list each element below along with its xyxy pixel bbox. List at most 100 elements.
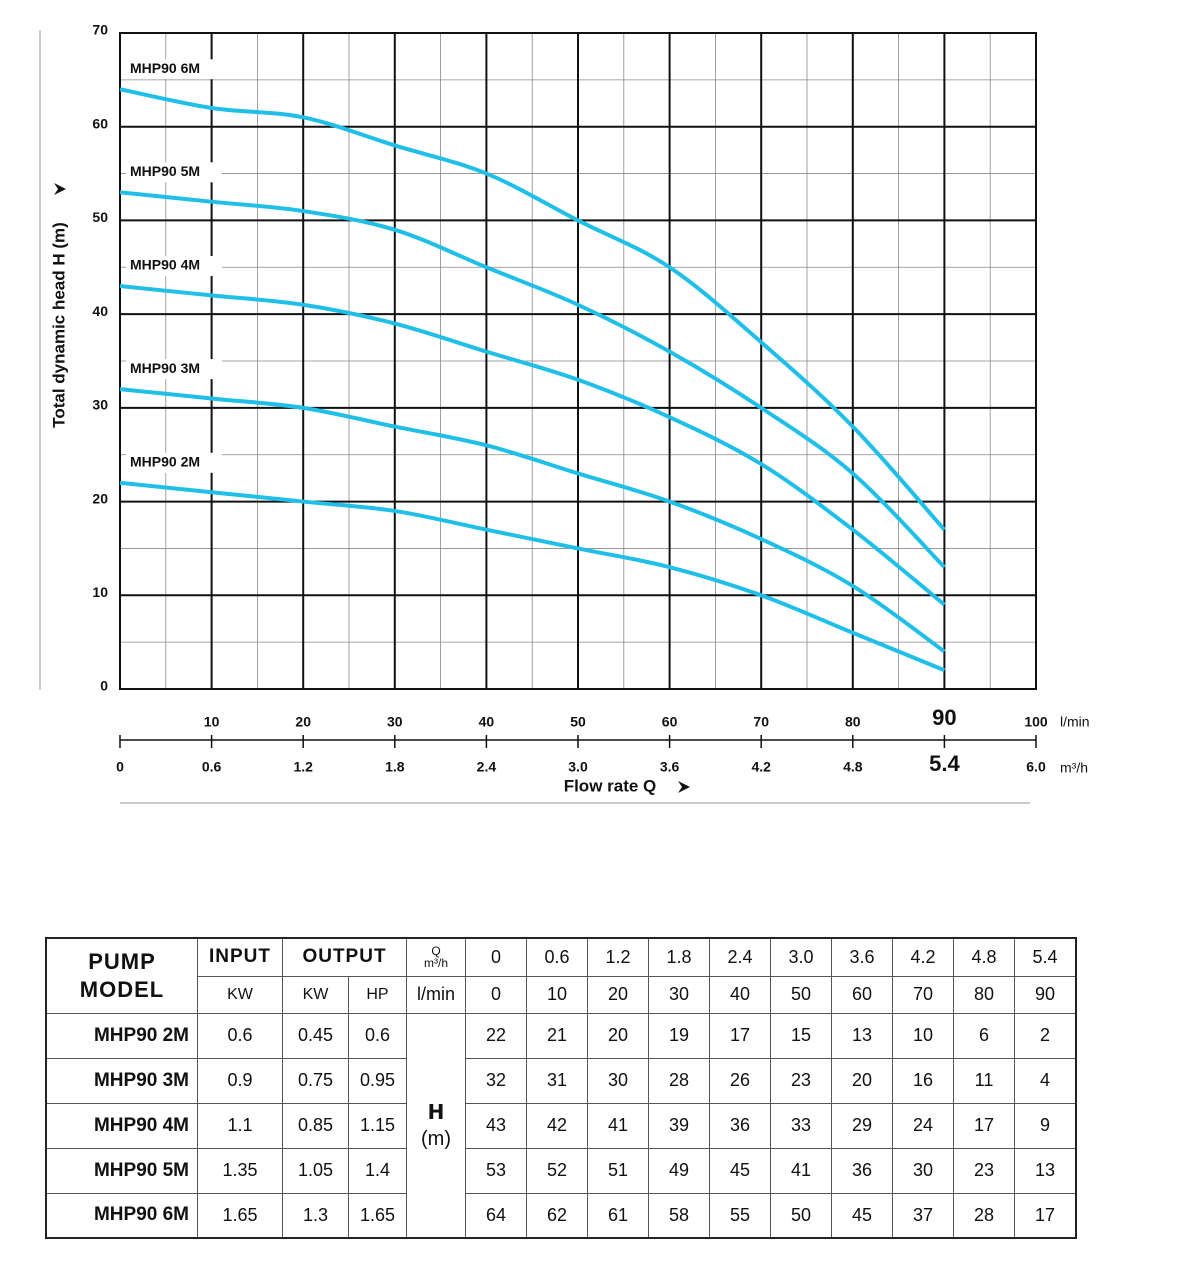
cell-text: 0.85 [297, 1115, 334, 1135]
y-tick-label: 10 [92, 584, 108, 600]
x-tick-label: 20 [295, 714, 311, 730]
x2-tick-label: 3.6 [660, 759, 680, 775]
x-tick-label: 80 [845, 714, 861, 730]
y-tick-label: 20 [92, 490, 108, 506]
x2-unit: m³/h [1060, 760, 1088, 776]
cell-text: 36 [851, 1160, 873, 1180]
cell-text: 29 [851, 1115, 873, 1135]
cell-text: MHP90 5M [93, 1159, 189, 1181]
cell-text: 2 [1039, 1025, 1050, 1045]
table-cell: 5.4 [1014, 937, 1077, 977]
cell-text: MHP90 3M [93, 1069, 189, 1091]
cell-text: 10 [912, 1025, 934, 1045]
cell-text: 10 [546, 984, 568, 1004]
y-tick-label: 70 [92, 22, 108, 38]
cell-text: 41 [607, 1115, 629, 1135]
y-axis-label: Total dynamic head H (m) [49, 222, 68, 428]
table-cell: 23 [770, 1057, 832, 1104]
cell-text: 17 [973, 1115, 995, 1135]
table-cell: 0.6 [197, 1012, 283, 1059]
table-cell: 40 [709, 975, 771, 1014]
table-row: MHP90 6M 1.65 1.3 1.65 64 62 61 58 55 50 45 37 28 17 [45, 1192, 1077, 1239]
table-cell: 62 [526, 1192, 588, 1239]
x-tick-label: 60 [662, 714, 678, 730]
y-tick-label: 60 [92, 115, 108, 131]
cell-text: 13 [851, 1025, 873, 1045]
cell-text: 11 [974, 1070, 994, 1090]
cell-text: MODEL [79, 976, 165, 1002]
table-cell: 21 [526, 1012, 588, 1059]
cell-text: 1.3 [302, 1204, 329, 1225]
cell-text: 33 [790, 1115, 812, 1135]
series-label: MHP90 3M [130, 360, 200, 376]
cell-text: 15 [790, 1025, 812, 1045]
table-cell: 20 [831, 1057, 893, 1104]
curve [119, 284, 946, 607]
table-cell: 29 [831, 1102, 893, 1149]
table-row: MHP90 2M 0.6 0.45 0.6 H (m) 22 21 20 19 17 15 13 10 6 2 [45, 1012, 1077, 1239]
cell-text: 55 [729, 1204, 751, 1225]
table-cell: 52 [526, 1147, 588, 1194]
series-label-bg [126, 452, 222, 473]
table-cell: 1.2 [587, 937, 649, 977]
table-cell: 9 [1014, 1102, 1077, 1149]
cell-text: 0.45 [297, 1025, 334, 1045]
cell-text: 1.2 [605, 946, 631, 967]
cell-text: H [427, 1099, 445, 1124]
x2-tick-label: 2.4 [477, 759, 497, 775]
table-cell: 43 [465, 1102, 527, 1149]
table-cell: 50 [770, 1192, 832, 1239]
x-tick-label: 30 [387, 714, 403, 730]
cell-text: 1.15 [359, 1115, 396, 1135]
cell-text: 1.05 [297, 1160, 334, 1180]
chart: MHP90 2M MHP90 3M MHP90 4M MHP90 5M MHP90 6M… [39, 22, 1090, 804]
cell-text: KW [227, 985, 253, 1003]
table-cell: 22 [465, 1012, 527, 1059]
cell-text: 45 [851, 1204, 873, 1225]
table-cell: MHP90 5M [45, 1147, 198, 1194]
table-cell: 30 [648, 975, 710, 1014]
cell-text: 28 [668, 1070, 690, 1090]
table-cell: 23 [953, 1147, 1015, 1194]
series-label-bg [126, 59, 222, 80]
cell-text: 62 [546, 1204, 568, 1225]
table-cell: 26 [709, 1057, 771, 1104]
cell-text: 58 [668, 1204, 690, 1225]
cell-text: 6 [978, 1025, 989, 1045]
cell-text: 13 [1034, 1160, 1056, 1180]
table-cell: MHP90 3M [45, 1057, 198, 1104]
series-label: MHP90 4M [130, 257, 200, 273]
table-cell: 28 [648, 1057, 710, 1104]
cell-text: 43 [485, 1115, 507, 1135]
x2-tick-label: 1.2 [293, 759, 313, 775]
table-cell: 13 [831, 1012, 893, 1059]
cell-text: INPUT [209, 946, 271, 968]
cell-text: m³/h [424, 956, 448, 971]
y-axis-arrow [54, 183, 66, 195]
table-cell: 36 [709, 1102, 771, 1149]
table-cell: 15 [770, 1012, 832, 1059]
cell-text: 31 [546, 1070, 568, 1090]
table-cell: 3.0 [770, 937, 832, 977]
x2-tick-label: 3.0 [568, 759, 588, 775]
cell-text: 5.4 [1032, 946, 1058, 967]
series-label: MHP90 2M [130, 454, 200, 470]
cell-text: 16 [912, 1070, 934, 1090]
cell-text: MHP90 6M [93, 1204, 189, 1226]
cell-text: 26 [729, 1070, 751, 1090]
table-cell: 55 [709, 1192, 771, 1239]
table-cell: PUMP MODEL [45, 937, 198, 1014]
cell-text: 36 [729, 1115, 751, 1135]
table-cell: 6 [953, 1012, 1015, 1059]
table-cell: 1.05 [282, 1147, 349, 1194]
cell-text: 28 [973, 1204, 995, 1225]
x-tick-label: 40 [479, 714, 495, 730]
x2-tick-label: 4.8 [843, 759, 863, 775]
table-cell: 2.4 [709, 937, 771, 977]
table-cell: 64 [465, 1192, 527, 1239]
cell-text: 1.35 [222, 1160, 258, 1180]
x-tick-label: 50 [570, 714, 586, 730]
curve [119, 387, 946, 654]
table-cell: 24 [892, 1102, 954, 1149]
